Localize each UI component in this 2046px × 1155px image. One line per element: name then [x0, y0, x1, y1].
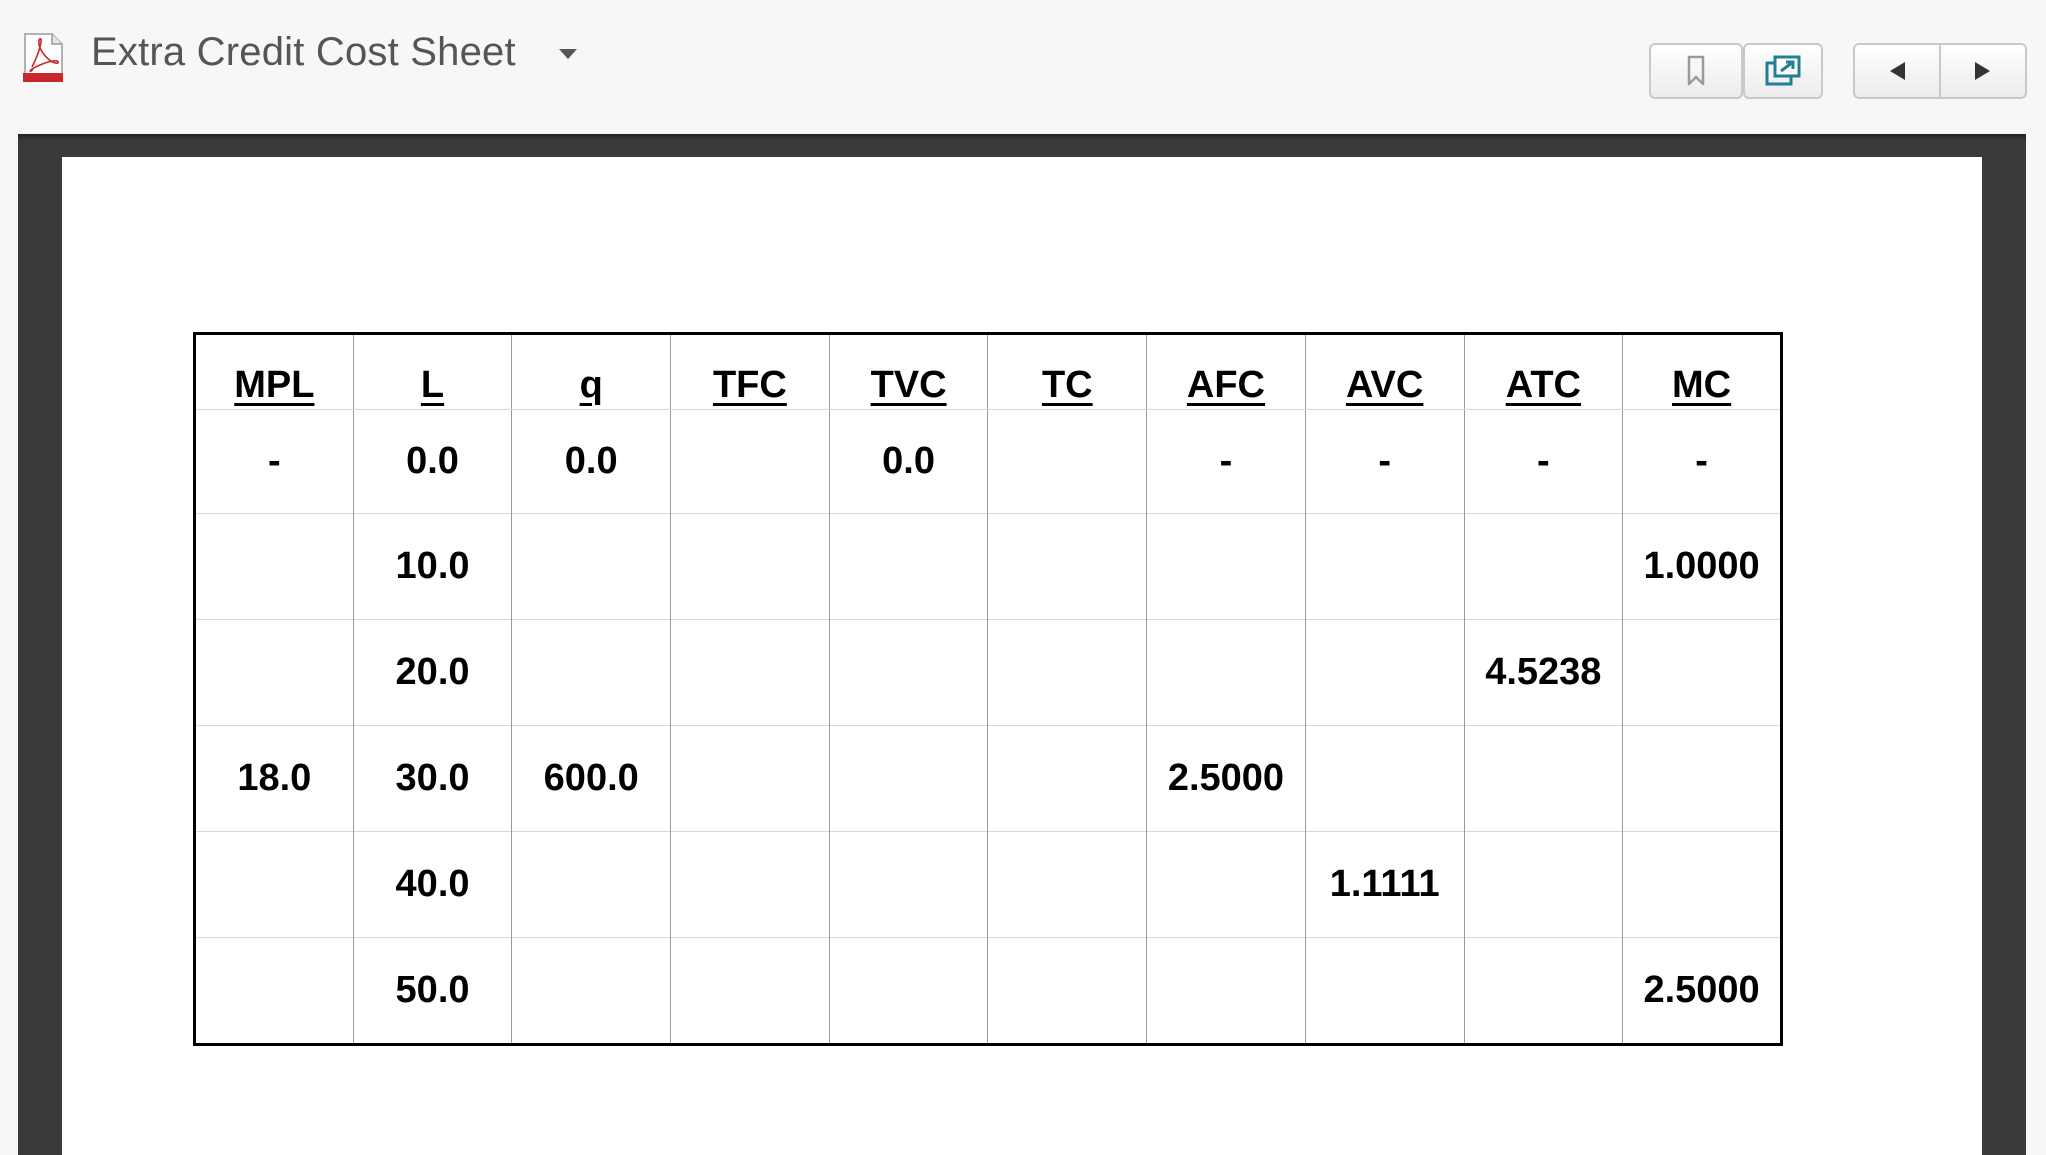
cell-mc[interactable]: [1622, 831, 1782, 938]
cell-tc[interactable]: [987, 725, 1147, 832]
cell-tvc[interactable]: [828, 831, 988, 938]
cell-q[interactable]: [511, 513, 671, 620]
bookmark-button[interactable]: [1649, 43, 1743, 99]
col-header-tfc: TFC: [670, 333, 830, 410]
cell-atc[interactable]: [1463, 937, 1623, 1045]
title-dropdown-icon[interactable]: [559, 49, 577, 59]
cell-l[interactable]: 50.0: [352, 937, 512, 1045]
cell-q[interactable]: 600.0: [511, 725, 671, 832]
cell-mpl[interactable]: [194, 513, 354, 620]
page-navigation: [1853, 43, 2027, 99]
cell-tc[interactable]: [987, 409, 1147, 514]
table-body: -0.0 0.0 0.0- - - -10.0 1.0000 20.0 4.5238 18.0 30…: [194, 409, 1782, 1045]
cell-avc[interactable]: 1.1111: [1304, 831, 1464, 938]
col-header-atc: ATC: [1463, 333, 1623, 410]
table-row: 18.0 30.0 600.0 2.5000: [194, 725, 1782, 832]
cell-l[interactable]: 0.0: [352, 409, 512, 514]
cell-tfc[interactable]: [670, 725, 830, 832]
cell-q[interactable]: [511, 937, 671, 1045]
col-header-mpl: MPL: [194, 333, 354, 410]
cell-tvc[interactable]: 0.0: [828, 409, 988, 514]
cell-avc[interactable]: [1304, 619, 1464, 726]
cell-tfc[interactable]: [670, 513, 830, 620]
triangle-right-icon: [1975, 62, 1990, 80]
cell-tfc[interactable]: [670, 409, 830, 514]
cell-l[interactable]: 10.0: [352, 513, 512, 620]
cell-tfc[interactable]: [670, 831, 830, 938]
col-header-avc: AVC: [1304, 333, 1464, 410]
cell-tfc[interactable]: [670, 937, 830, 1045]
cell-tvc[interactable]: [828, 619, 988, 726]
cell-mpl[interactable]: [194, 619, 354, 726]
cell-mpl[interactable]: [194, 937, 354, 1045]
cell-avc[interactable]: -: [1304, 409, 1464, 514]
cell-atc[interactable]: [1463, 831, 1623, 938]
col-header-q: q: [511, 333, 671, 410]
cell-afc[interactable]: -: [1146, 409, 1306, 514]
col-header-tvc: TVC: [828, 333, 988, 410]
cost-table: MPL L q TFC TVC TC AFC AVC ATC MC -0.0 0.…: [193, 332, 1783, 1046]
cell-mc[interactable]: [1622, 619, 1782, 726]
table-row: 10.0 1.0000: [194, 513, 1782, 620]
col-header-tc: TC: [987, 333, 1147, 410]
document-title: Extra Credit Cost Sheet: [91, 30, 516, 74]
cell-tvc[interactable]: [828, 725, 988, 832]
triangle-left-icon: [1890, 62, 1905, 80]
next-button[interactable]: [1939, 45, 2025, 97]
open-in-new-window-button[interactable]: [1743, 43, 1823, 99]
cell-avc[interactable]: [1304, 725, 1464, 832]
cell-tvc[interactable]: [828, 937, 988, 1045]
cell-afc[interactable]: 2.5000: [1146, 725, 1306, 832]
cell-l[interactable]: 40.0: [352, 831, 512, 938]
cell-l[interactable]: 30.0: [352, 725, 512, 832]
table-row: 20.0 4.5238: [194, 619, 1782, 726]
cell-avc[interactable]: [1304, 513, 1464, 620]
cell-mpl[interactable]: -: [268, 440, 281, 482]
cell-mpl[interactable]: 18.0: [194, 725, 354, 832]
cell-q[interactable]: 0.0: [511, 409, 671, 514]
cell-mpl[interactable]: [194, 831, 354, 938]
cell-tvc[interactable]: [828, 513, 988, 620]
cell-atc[interactable]: [1463, 725, 1623, 832]
cell-afc[interactable]: [1146, 513, 1306, 620]
cell-tc[interactable]: [987, 937, 1147, 1045]
header-row: MPL L q TFC TVC TC AFC AVC ATC MC: [194, 333, 1782, 410]
table-row: -0.0 0.0 0.0- - - -: [195, 409, 1782, 514]
cell-tc[interactable]: [987, 831, 1147, 938]
table-row: 40.0 1.1111: [194, 831, 1782, 938]
cell-atc[interactable]: -: [1463, 409, 1623, 514]
cell-l[interactable]: 20.0: [352, 619, 512, 726]
viewer-toolbar: Extra Credit Cost Sheet: [0, 0, 2046, 134]
popout-window-icon: [1765, 55, 1801, 86]
cell-q[interactable]: [511, 619, 671, 726]
pdf-file-icon: [23, 33, 63, 82]
pdf-page: MPL L q TFC TVC TC AFC AVC ATC MC -0.0 0.…: [62, 157, 1982, 1155]
cell-atc[interactable]: [1463, 513, 1623, 620]
col-header-mc: MC: [1622, 333, 1782, 410]
cell-tfc[interactable]: [670, 619, 830, 726]
bookmark-icon: [1687, 55, 1705, 86]
cell-q[interactable]: [511, 831, 671, 938]
cell-afc[interactable]: [1146, 937, 1306, 1045]
cell-mc[interactable]: [1622, 725, 1782, 832]
cell-afc[interactable]: [1146, 831, 1306, 938]
cell-avc[interactable]: [1304, 937, 1464, 1045]
cell-atc[interactable]: 4.5238: [1463, 619, 1623, 726]
cell-tc[interactable]: [987, 619, 1147, 726]
col-header-l: L: [352, 333, 512, 410]
col-header-afc: AFC: [1146, 333, 1306, 410]
cell-afc[interactable]: [1146, 619, 1306, 726]
previous-button[interactable]: [1855, 45, 1939, 97]
cell-mc[interactable]: -: [1622, 409, 1782, 514]
cell-mc[interactable]: 2.5000: [1622, 937, 1782, 1045]
table-row: 50.0 2.5000: [194, 937, 1782, 1045]
cell-tc[interactable]: [987, 513, 1147, 620]
cell-mc[interactable]: 1.0000: [1622, 513, 1782, 620]
